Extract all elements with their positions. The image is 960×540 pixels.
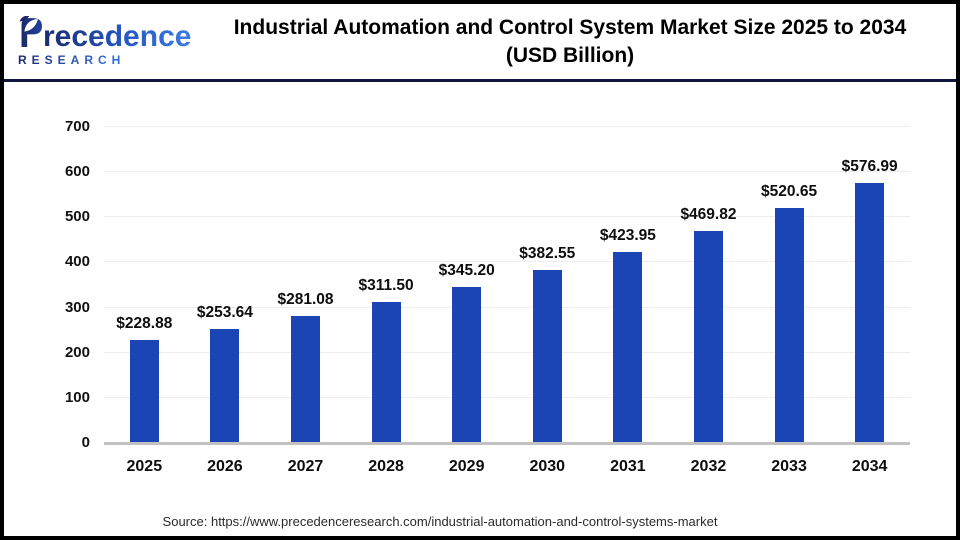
bar-column-2031: $423.95 [588, 227, 669, 443]
x-tick-label-2031: 2031 [610, 458, 646, 475]
bar-value-label: $520.65 [761, 182, 818, 200]
y-tick-label-300: 300 [64, 298, 90, 316]
bar-column-2026: $253.64 [185, 303, 266, 443]
source-text: Source: https://www.precedenceresearch.c… [162, 514, 718, 529]
bar [613, 251, 643, 443]
y-tick-label-200: 200 [64, 343, 90, 361]
gridline-600 [104, 171, 910, 173]
gridline-400 [104, 261, 910, 263]
bar-column-2029: $345.20 [426, 262, 507, 443]
bar-value-label: $345.20 [438, 262, 495, 280]
bar [693, 230, 723, 443]
gridline-300 [104, 306, 910, 308]
bar-series: $228.88 $253.64 $281.08 $311.50 $345.20 $382.… [104, 127, 910, 443]
bar-column-2027: $281.08 [265, 291, 346, 443]
bar [774, 207, 804, 443]
bar [290, 316, 320, 443]
y-tick-label-500: 500 [64, 208, 90, 226]
bar-column-2028: $311.50 [346, 277, 427, 443]
bar-value-label: $228.88 [116, 314, 173, 332]
x-tick-label-2026: 2026 [207, 458, 243, 475]
x-tick-label-2029: 2029 [448, 458, 485, 475]
y-tick-label-600: 600 [64, 163, 90, 181]
bar-value-label: $281.08 [277, 291, 334, 309]
bar-column-2033: $520.65 [749, 183, 830, 443]
gridline-700 [104, 126, 910, 127]
chart-title-line1: Industrial Automation and Control System… [233, 15, 907, 39]
x-axis-line [104, 442, 910, 445]
x-tick-label-2027: 2027 [287, 458, 324, 475]
y-tick-label-700: 700 [64, 118, 90, 135]
x-tick-label-2032: 2032 [690, 458, 727, 475]
precedence-leaf-p-icon [18, 15, 42, 52]
bar-value-label: $469.82 [680, 205, 737, 223]
bar-value-label: $253.64 [196, 303, 253, 321]
gridline-500 [104, 216, 910, 218]
bar-value-label: $382.55 [519, 245, 576, 263]
logo-wordmark: recedence [18, 15, 192, 53]
x-tick-label-2025: 2025 [126, 458, 163, 475]
x-tick-label-2033: 2033 [771, 458, 807, 475]
x-tick-label-2034: 2034 [851, 458, 888, 475]
chart-title: Industrial Automation and Control System… [170, 14, 946, 70]
bar-column-2034: $576.99 [829, 158, 910, 443]
y-tick-label-0: 0 [81, 434, 90, 451]
precedence-logo: recedence RESEARCH [18, 15, 191, 67]
header: recedence RESEARCH Industrial Automation… [4, 4, 956, 79]
plot-area: $228.88 $253.64 $281.08 $311.50 $345.20 $382.… [104, 126, 910, 443]
bar-value-label: $423.95 [599, 226, 656, 244]
y-tick-label-100: 100 [64, 388, 90, 406]
bar [452, 287, 482, 443]
bar-column-2030: $382.55 [507, 245, 588, 443]
gridline-100 [104, 396, 910, 398]
bar [129, 339, 159, 443]
x-axis-labels: 2025 2026 2027 2028 2029 2030 2031 2032 2033 2034 [104, 458, 910, 476]
bar [532, 270, 562, 443]
bar-column-2032: $469.82 [668, 206, 749, 443]
logo-text: recedence [43, 20, 192, 53]
bar [855, 182, 885, 443]
bar-value-label: $576.99 [841, 157, 898, 175]
bar-value-label: $311.50 [358, 277, 414, 295]
bar-column-2025: $228.88 [104, 315, 185, 443]
x-tick-label-2028: 2028 [368, 458, 404, 475]
x-tick-label-2030: 2030 [529, 458, 566, 475]
bar-chart: 0 100 200 300 400 500 600 700 $228.88 $253.64 $28… [4, 82, 956, 536]
bar [210, 328, 240, 443]
logo-subtext: RESEARCH [18, 53, 126, 67]
gridline-200 [104, 351, 910, 353]
header-divider [4, 79, 956, 82]
chart-title-line2: (USD Billion) [505, 43, 635, 67]
y-tick-label-400: 400 [64, 253, 90, 271]
bar [371, 302, 401, 443]
